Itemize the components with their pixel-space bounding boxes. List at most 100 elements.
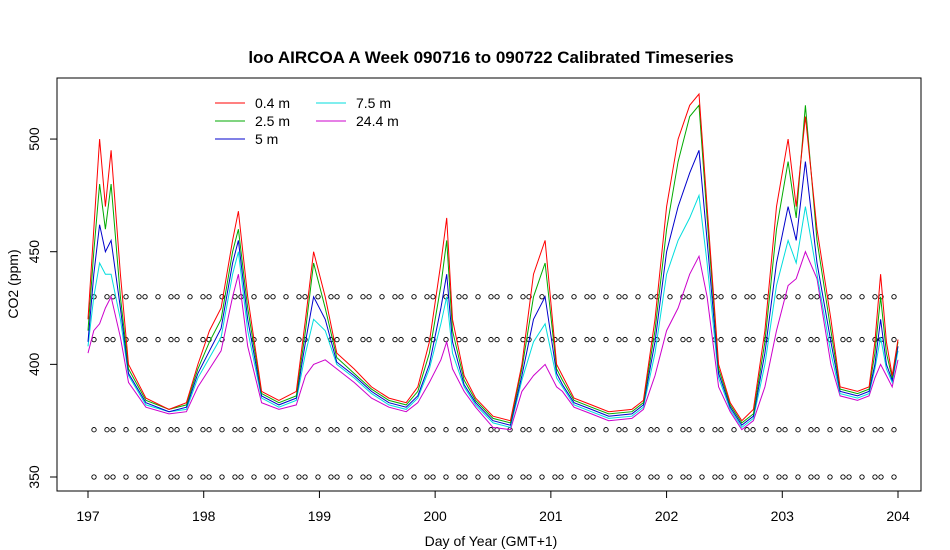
marker-point [814,474,820,480]
marker-point [571,474,577,480]
marker-point [443,474,449,480]
marker-point [392,427,398,433]
marker-point [667,294,673,300]
marker-point [123,427,129,433]
marker-point [795,336,801,343]
marker-point [622,336,628,343]
marker-point [219,294,225,300]
marker-point [347,474,353,480]
marker-point [891,474,897,480]
marker-point [187,336,193,343]
marker-point [584,427,590,433]
marker-point [251,474,257,480]
marker-point [264,294,270,300]
marker-point [174,294,180,300]
marker-point [283,474,289,480]
marker-point [859,427,865,433]
axes: 197 198 199 200 201 202 203 204 350 400 450 500 [26,127,910,524]
marker-point [488,336,494,343]
marker-point [814,294,820,300]
marker-point [398,294,404,300]
marker-point [846,427,852,433]
marker-point [232,474,238,480]
marker-point [782,336,788,343]
marker-point [686,474,692,480]
marker-point [539,294,545,300]
marker-point [430,336,436,343]
marker-point [891,427,897,433]
marker-point [808,427,814,433]
marker-point [443,336,449,343]
marker-point [763,427,769,433]
marker-point [648,427,654,433]
marker-point [302,294,308,300]
marker-point [776,474,782,480]
marker-point [462,474,468,480]
marker-point [296,474,302,480]
marker-point [104,294,110,300]
marker-point [296,336,302,343]
marker-point [635,336,641,343]
marker-point [366,294,372,300]
marker-point [776,336,782,343]
x-axis-label: Day of Year (GMT+1) [425,533,558,549]
marker-point [360,427,366,433]
marker-point [558,474,564,480]
marker-point [142,336,148,343]
marker-point [526,474,532,480]
legend-label: 7.5 m [356,95,391,111]
marker-point [814,427,820,433]
marker-point [334,427,340,433]
marker-point [552,427,558,433]
marker-point [187,427,193,433]
marker-point [859,336,865,343]
marker-point [104,336,110,343]
marker-point [782,474,788,480]
marker-point [155,336,161,343]
marker-point [251,294,257,300]
marker-point [667,336,673,343]
marker-point [360,336,366,343]
marker-point [840,474,846,480]
y-tick-label-400: 400 [26,352,42,376]
marker-point [584,294,590,300]
marker-point [411,294,417,300]
marker-point [891,336,897,343]
marker-point [462,294,468,300]
legend-label: 5 m [255,131,278,147]
marker-point [680,474,686,480]
marker-point [731,336,737,343]
marker-point [142,427,148,433]
marker-point [622,294,628,300]
marker-point [507,294,513,300]
marker-point [795,474,801,480]
marker-point [571,294,577,300]
y-tick-label-450: 450 [26,240,42,264]
marker-point [603,474,609,480]
marker-point [590,336,596,343]
marker-point [699,294,705,300]
marker-point [398,427,404,433]
marker-point [206,474,212,480]
marker-point [392,474,398,480]
marker-point [142,294,148,300]
marker-point [667,427,673,433]
marker-point [488,427,494,433]
marker-point [552,294,558,300]
marker-point [744,427,750,433]
marker-point [590,427,596,433]
marker-point [667,474,673,480]
marker-point [379,294,385,300]
marker-point [699,474,705,480]
marker-point [270,427,276,433]
marker-point [763,474,769,480]
marker-point [334,336,340,343]
marker-point [315,427,321,433]
marker-point [366,474,372,480]
marker-point [654,427,660,433]
marker-point [795,294,801,300]
marker-point [379,474,385,480]
marker-point [424,336,430,343]
marker-point [750,474,756,480]
series-line-0-4-m [87,92,899,422]
